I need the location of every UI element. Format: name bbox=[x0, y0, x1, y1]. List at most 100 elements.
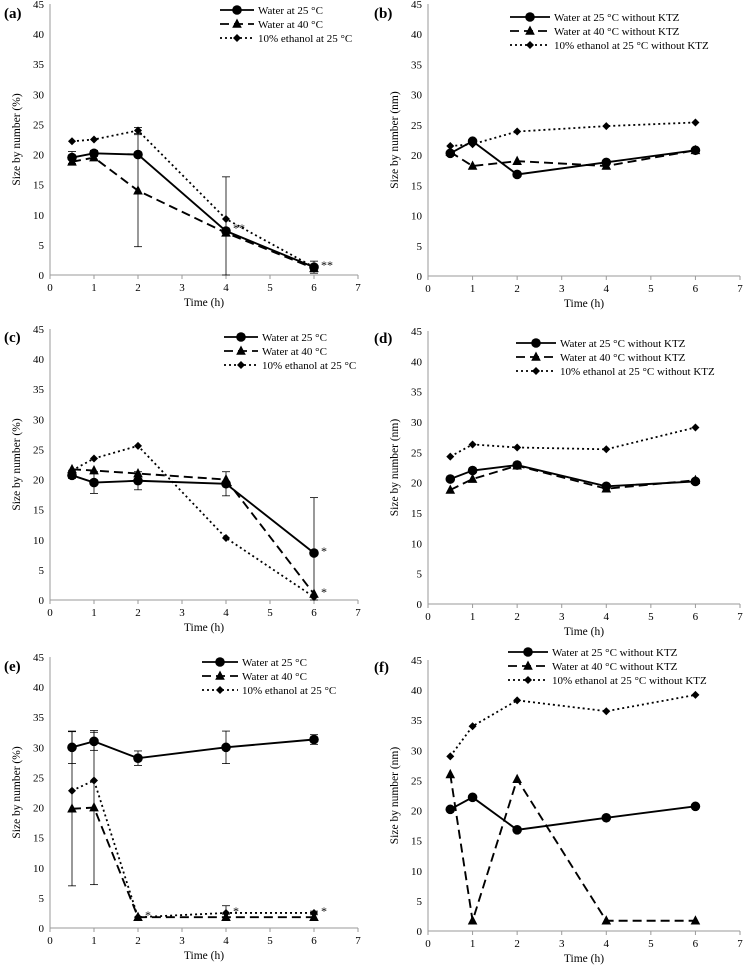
y-tick-label: 0 bbox=[39, 270, 45, 282]
series-line-3 bbox=[449, 694, 696, 757]
y-tick-label: 5 bbox=[417, 569, 423, 581]
x-axis-title: Time (h) bbox=[184, 622, 224, 634]
y-tick-label: 35 bbox=[33, 384, 45, 396]
x-tick-label: 1 bbox=[91, 282, 97, 294]
y-tick-label: 40 bbox=[411, 29, 423, 41]
x-tick-label: 3 bbox=[179, 935, 185, 947]
data-point bbox=[310, 592, 318, 601]
y-tick-label: 10 bbox=[33, 210, 45, 222]
data-point bbox=[133, 475, 143, 486]
data-point bbox=[690, 915, 701, 925]
data-point bbox=[513, 696, 522, 705]
legend-marker bbox=[236, 332, 246, 342]
y-tick-label: 15 bbox=[411, 508, 423, 520]
x-tick-label: 0 bbox=[425, 611, 431, 623]
legend-label: Water at 25 °C bbox=[262, 332, 327, 344]
y-tick-label: 0 bbox=[417, 926, 423, 938]
series-line-1 bbox=[449, 796, 696, 831]
x-tick-label: 6 bbox=[693, 611, 699, 623]
legend-label: Water at 25 °C without KTZ bbox=[560, 338, 686, 350]
data-point bbox=[67, 803, 77, 813]
legend-label: Water at 40 °C without KTZ bbox=[552, 661, 678, 673]
x-tick-label: 0 bbox=[47, 935, 53, 947]
series-line-1 bbox=[449, 140, 696, 176]
x-tick-label: 0 bbox=[425, 938, 431, 950]
legend-label: Water at 25 °C bbox=[242, 657, 307, 669]
significance-marker: * bbox=[233, 904, 239, 918]
y-tick-label: 25 bbox=[33, 119, 45, 131]
data-point bbox=[221, 227, 231, 237]
y-tick-label: 35 bbox=[33, 59, 45, 71]
legend-marker bbox=[531, 338, 541, 348]
x-axis-title: Time (h) bbox=[184, 297, 224, 309]
legend-marker bbox=[523, 660, 533, 670]
legend-marker bbox=[524, 676, 532, 684]
legend-label: 10% ethanol at 25 °C without KTZ bbox=[560, 366, 715, 378]
data-point bbox=[309, 548, 319, 558]
y-tick-label: 30 bbox=[411, 745, 423, 757]
legend-label: 10% ethanol at 25 °C without KTZ bbox=[554, 40, 709, 52]
x-tick-label: 7 bbox=[737, 938, 743, 950]
x-tick-label: 2 bbox=[135, 935, 141, 947]
x-tick-label: 0 bbox=[47, 282, 53, 294]
legend: Water at 25 °C without KTZ Water at 40 °C… bbox=[508, 647, 707, 687]
x-tick-label: 1 bbox=[470, 283, 476, 295]
series-line-3 bbox=[71, 779, 314, 919]
x-tick-label: 7 bbox=[355, 607, 361, 619]
significance-marker: * bbox=[145, 908, 151, 922]
data-point bbox=[690, 474, 701, 485]
x-tick-label: 5 bbox=[267, 282, 273, 294]
data-point bbox=[445, 484, 456, 494]
y-tick-label: 10 bbox=[33, 535, 45, 547]
data-point bbox=[446, 752, 455, 761]
series-line-3 bbox=[71, 129, 315, 268]
data-point bbox=[601, 812, 612, 823]
y-tick-label: 35 bbox=[411, 59, 423, 71]
y-axis-title: Size by number (nm) bbox=[389, 747, 401, 845]
legend-marker bbox=[215, 657, 225, 667]
legend-marker bbox=[525, 25, 535, 35]
data-point bbox=[134, 126, 142, 135]
x-tick-label: 5 bbox=[648, 938, 654, 950]
y-tick-label: 5 bbox=[39, 893, 45, 905]
data-point bbox=[134, 913, 142, 922]
y-tick-label: 25 bbox=[411, 120, 423, 132]
significance-marker: * bbox=[321, 585, 327, 599]
x-tick-label: 3 bbox=[559, 938, 565, 950]
y-tick-label: 30 bbox=[33, 742, 45, 754]
x-tick-label: 2 bbox=[514, 611, 520, 623]
y-axis-title: Size by number (%) bbox=[11, 93, 23, 185]
x-tick-label: 1 bbox=[91, 607, 97, 619]
legend: Water at 25 °C Water at 40 °C 10% ethanol … bbox=[202, 657, 336, 697]
data-point bbox=[446, 142, 455, 151]
y-tick-label: 40 bbox=[33, 29, 45, 41]
data-point bbox=[446, 452, 455, 461]
x-tick-label: 4 bbox=[223, 607, 229, 619]
x-tick-label: 6 bbox=[311, 607, 317, 619]
y-tick-label: 5 bbox=[39, 240, 45, 252]
y-tick-label: 40 bbox=[33, 682, 45, 694]
x-tick-label: 5 bbox=[648, 283, 654, 295]
data-point bbox=[467, 792, 478, 803]
data-point bbox=[601, 915, 612, 925]
x-tick-label: 4 bbox=[604, 611, 610, 623]
data-point bbox=[690, 801, 701, 812]
y-axis-title: Size by number (nm) bbox=[389, 419, 401, 517]
y-tick-label: 5 bbox=[417, 241, 423, 253]
x-tick-label: 2 bbox=[514, 283, 520, 295]
data-point bbox=[512, 825, 522, 835]
legend: Water at 25 °C without KTZ Water at 40 °C… bbox=[516, 338, 715, 378]
legend-label: Water at 40 °C bbox=[262, 346, 327, 358]
y-tick-label: 20 bbox=[33, 475, 45, 487]
panel-label: (d) bbox=[374, 331, 392, 347]
x-tick-label: 2 bbox=[135, 282, 141, 294]
legend-label: Water at 25 °C without KTZ bbox=[554, 12, 680, 24]
data-point bbox=[90, 135, 98, 144]
legend-marker bbox=[237, 361, 245, 369]
legend: Water at 25 °C without KTZ Water at 40 °C… bbox=[510, 12, 709, 52]
y-tick-label: 35 bbox=[411, 387, 423, 399]
x-axis-title: Time (h) bbox=[184, 950, 224, 962]
y-tick-label: 20 bbox=[33, 150, 45, 162]
legend: Water at 25 °C Water at 40 °C 10% ethanol … bbox=[224, 332, 356, 372]
